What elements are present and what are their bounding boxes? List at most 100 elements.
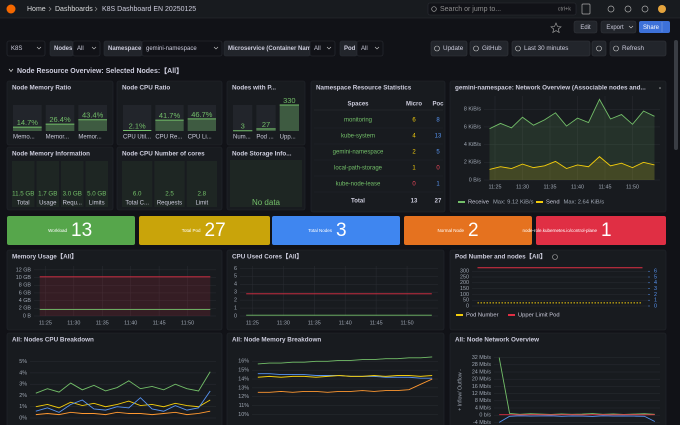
help-icon[interactable] [607, 5, 615, 13]
gauge-label: Num... [233, 135, 251, 141]
x-tick-label: 11:50 [401, 320, 414, 326]
gauge-track [279, 105, 299, 131]
stat-title: Workload [48, 228, 67, 233]
share-label[interactable]: Share [643, 25, 660, 31]
export-label[interactable]: Export [606, 25, 624, 31]
legend-label[interactable]: Upper Limit Pod [518, 313, 560, 319]
y-tick-label: 1 [234, 305, 237, 311]
chevron [326, 46, 332, 50]
breadcrumb: K8S Dashboard EN 20250125 [102, 6, 196, 13]
legend-label[interactable]: Send [546, 200, 560, 206]
series-line [257, 356, 433, 365]
stat-value: 5.0 GB [87, 191, 106, 198]
share-button[interactable] [639, 21, 670, 33]
stat-title: Total Pod [182, 228, 201, 233]
shortcut: ctrl+k [558, 6, 572, 12]
search-icon [431, 6, 437, 12]
gauge-track [123, 105, 152, 131]
action-label[interactable]: Last 30 minutes [524, 45, 568, 52]
gauge-value: 2.1% [129, 121, 146, 130]
scrollbar[interactable] [674, 40, 678, 150]
x-tick-label: 11:45 [370, 320, 383, 326]
breadcrumb[interactable]: Home [27, 6, 46, 13]
breadcrumb[interactable]: Dashboards [55, 6, 93, 13]
variable-value[interactable]: K8S [11, 46, 22, 52]
y-tick-label: 0 B [23, 313, 31, 319]
row-toggle[interactable] [8, 68, 14, 73]
variable-value[interactable]: All [314, 46, 321, 52]
star-icon[interactable] [550, 22, 562, 34]
y-tick-label: 12 GB [16, 267, 32, 273]
menu-icon[interactable] [659, 87, 661, 89]
y2-tick-label: 1 [654, 298, 657, 304]
export-button[interactable] [600, 20, 637, 34]
variable-select[interactable] [356, 40, 384, 57]
action-label[interactable]: GitHub [482, 45, 502, 52]
gauge-track [256, 105, 276, 131]
avatar[interactable] [658, 5, 666, 13]
zoom-button[interactable] [591, 40, 607, 57]
stat-title: Total Nodes [308, 228, 333, 233]
y-tick-label: 8 KiB/s [464, 107, 481, 113]
series-line [35, 371, 211, 394]
action-label[interactable]: Update [443, 45, 464, 52]
y-tick-label: 8 GB [19, 283, 32, 289]
action-button[interactable] [469, 40, 509, 57]
x-tick-label: 11:25 [488, 184, 501, 190]
variable-value[interactable]: All [361, 46, 368, 52]
series-area [489, 156, 655, 180]
chevron [91, 46, 97, 50]
info-icon[interactable] [552, 254, 558, 260]
edit-button[interactable] [573, 20, 598, 34]
y-tick-label: 12 Mb/s [472, 391, 491, 397]
variable-label: Namespace [108, 46, 142, 52]
y-tick-label: 6 GB [19, 290, 32, 296]
table-total: 13 [411, 199, 418, 205]
action-label[interactable]: Refresh [622, 45, 645, 52]
search-box[interactable] [427, 2, 577, 16]
panel [310, 80, 446, 213]
variable-select[interactable] [72, 40, 101, 57]
legend-label[interactable]: Receive [468, 200, 489, 206]
gauge-value: 27 [262, 120, 270, 129]
table-cell: 1 [436, 182, 440, 188]
y-tick-label: 14% [238, 376, 249, 382]
stat-label: Limits [89, 201, 105, 207]
chevron [94, 6, 98, 12]
panel-title: Pod Number and nodes【All】 [455, 253, 546, 261]
table-total: Total [351, 199, 365, 205]
stat-panel [139, 216, 270, 245]
variable-select[interactable] [6, 40, 46, 57]
panel-title: All: Node Memory Breakdown [232, 337, 321, 344]
action-button[interactable] [430, 40, 468, 57]
legend-swatch [536, 201, 543, 203]
stat-value: 13 [71, 220, 92, 241]
notification-icon[interactable] [641, 5, 649, 13]
plus-icon[interactable] [581, 3, 591, 15]
legend-label[interactable]: Pod Number [466, 313, 499, 319]
series-area [489, 99, 655, 180]
variable-label: Microservice (Container Name) [228, 46, 316, 52]
y2-tick-label: 6 [654, 269, 657, 275]
variable-select[interactable] [309, 40, 336, 57]
variable-value[interactable]: gemini-namespace [146, 46, 197, 52]
variable-value[interactable]: All [77, 46, 84, 52]
gauge-bar [155, 120, 184, 131]
table-cell: 2 [412, 150, 416, 156]
panel-title: Node Memory Ratio [12, 85, 71, 92]
y-tick-label: 0 [234, 313, 237, 319]
edit-label[interactable]: Edit [580, 25, 591, 31]
stat-bg [61, 161, 84, 207]
news-icon[interactable] [624, 5, 632, 13]
series-line [498, 415, 656, 423]
table-cell: 13 [435, 134, 442, 140]
action-button[interactable] [609, 40, 667, 57]
logo[interactable] [6, 4, 16, 14]
legend-swatch [456, 314, 463, 316]
stat-panel [272, 216, 400, 245]
variable-select[interactable] [141, 40, 223, 57]
panel [226, 146, 306, 211]
action-button[interactable] [511, 40, 591, 57]
y-tick-label: 20 Mb/s [472, 377, 491, 383]
no-data-bg [230, 160, 302, 207]
